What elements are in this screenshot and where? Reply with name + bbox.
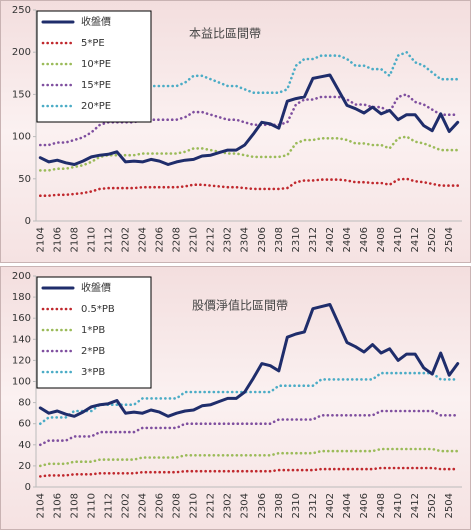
x-tick-label: 2204 bbox=[138, 227, 149, 252]
y-tick-label: 50 bbox=[18, 174, 31, 185]
legend-label: 5*PE bbox=[81, 38, 105, 49]
x-tick-label: 2302 bbox=[223, 227, 234, 252]
x-tick-label: 2110 bbox=[86, 493, 97, 518]
x-tick-label: 2308 bbox=[274, 227, 285, 252]
legend-label: 收盤價 bbox=[81, 15, 111, 28]
y-tick-label: 80 bbox=[18, 398, 31, 409]
y-tick-label: 0 bbox=[25, 482, 31, 493]
x-tick-label: 2206 bbox=[155, 493, 166, 518]
x-tick-label: 2306 bbox=[257, 493, 268, 518]
x-tick-label: 2204 bbox=[138, 493, 149, 518]
legend-label: 收盤價 bbox=[81, 281, 111, 294]
x-tick-label: 2104 bbox=[35, 493, 46, 518]
x-tick-label: 2302 bbox=[223, 493, 234, 518]
x-tick-label: 2412 bbox=[410, 493, 421, 518]
x-tick-label: 2210 bbox=[189, 493, 200, 518]
y-tick-label: 100 bbox=[12, 377, 31, 388]
series-line bbox=[38, 73, 460, 166]
x-tick-label: 2408 bbox=[376, 227, 387, 252]
x-tick-label: 2410 bbox=[393, 493, 404, 518]
legend-box bbox=[36, 276, 152, 389]
x-tick-label: 2202 bbox=[120, 493, 131, 518]
x-tick-label: 2210 bbox=[189, 227, 200, 252]
series-line bbox=[39, 466, 459, 478]
x-tick-label: 2206 bbox=[155, 227, 166, 252]
legend-label: 15*PE bbox=[81, 80, 111, 91]
legend-box bbox=[36, 10, 152, 123]
x-tick-label: 2108 bbox=[69, 493, 80, 518]
y-tick-label: 60 bbox=[18, 419, 31, 430]
x-tick-label: 2106 bbox=[52, 227, 63, 252]
x-tick-label: 2312 bbox=[308, 493, 319, 518]
x-tick-label: 2106 bbox=[52, 493, 63, 518]
x-tick-label: 2406 bbox=[359, 493, 370, 518]
chart: 0 20 40 60 80 100 120 140 160 180 200 2104 2106 2108 2… bbox=[0, 266, 471, 530]
y-tick-label: 0 bbox=[25, 216, 31, 227]
y-tick-label: 140 bbox=[12, 334, 31, 345]
y-tick-label: 160 bbox=[12, 313, 31, 324]
x-tick-label: 2312 bbox=[308, 227, 319, 252]
x-tick-label: 2404 bbox=[342, 493, 353, 518]
x-tick-label: 2310 bbox=[291, 227, 302, 252]
x-tick-label: 2208 bbox=[172, 227, 183, 252]
x-tick-label: 2408 bbox=[376, 493, 387, 518]
y-tick-label: 40 bbox=[18, 440, 31, 451]
y-tick-label: 180 bbox=[12, 292, 31, 303]
series-line bbox=[39, 447, 459, 468]
x-tick-label: 2410 bbox=[393, 227, 404, 252]
legend-label: 0.5*PB bbox=[81, 304, 115, 315]
x-tick-label: 2112 bbox=[103, 227, 114, 252]
x-tick-label: 2108 bbox=[69, 227, 80, 252]
y-tick-label: 20 bbox=[18, 461, 31, 472]
series-line bbox=[39, 177, 459, 197]
x-tick-label: 2504 bbox=[444, 493, 455, 518]
chart: 0 50 100 150 200 250 2104 2106 2108 2110 2112 2202 2… bbox=[0, 0, 471, 263]
x-tick-label: 2310 bbox=[291, 493, 302, 518]
legend-label: 1*PB bbox=[81, 325, 105, 336]
x-tick-label: 2212 bbox=[206, 493, 217, 518]
y-tick-label: 200 bbox=[12, 271, 31, 282]
y-tick-label: 200 bbox=[12, 47, 31, 58]
x-tick-label: 2304 bbox=[240, 493, 251, 518]
x-tick-label: 2208 bbox=[172, 493, 183, 518]
x-tick-label: 2110 bbox=[86, 227, 97, 252]
legend-label: 10*PE bbox=[81, 59, 111, 70]
series-line bbox=[38, 303, 460, 418]
series-line bbox=[39, 371, 459, 425]
x-tick-label: 2202 bbox=[120, 227, 131, 252]
legend-label: 3*PB bbox=[81, 367, 105, 378]
y-tick-label: 150 bbox=[12, 89, 31, 100]
x-tick-label: 2402 bbox=[325, 493, 336, 518]
x-tick-label: 2306 bbox=[257, 227, 268, 252]
series-line bbox=[39, 409, 459, 447]
legend-label: 2*PB bbox=[81, 346, 105, 357]
chart-title: 本益比區間帶 bbox=[189, 27, 261, 41]
y-tick-label: 120 bbox=[12, 355, 31, 366]
x-tick-label: 2502 bbox=[427, 227, 438, 252]
x-tick-label: 2504 bbox=[444, 227, 455, 252]
x-tick-label: 2112 bbox=[103, 493, 114, 518]
x-tick-label: 2412 bbox=[410, 227, 421, 252]
x-tick-label: 2212 bbox=[206, 227, 217, 252]
x-tick-label: 2304 bbox=[240, 227, 251, 252]
x-tick-label: 2104 bbox=[35, 227, 46, 252]
x-tick-label: 2406 bbox=[359, 227, 370, 252]
y-tick-label: 100 bbox=[12, 132, 31, 143]
x-tick-label: 2502 bbox=[427, 493, 438, 518]
chart-title: 股價淨值比區間帶 bbox=[192, 298, 288, 313]
x-tick-label: 2402 bbox=[325, 227, 336, 252]
x-tick-label: 2308 bbox=[274, 493, 285, 518]
x-tick-label: 2404 bbox=[342, 227, 353, 252]
y-tick-label: 250 bbox=[12, 5, 31, 16]
legend-label: 20*PE bbox=[81, 101, 111, 112]
